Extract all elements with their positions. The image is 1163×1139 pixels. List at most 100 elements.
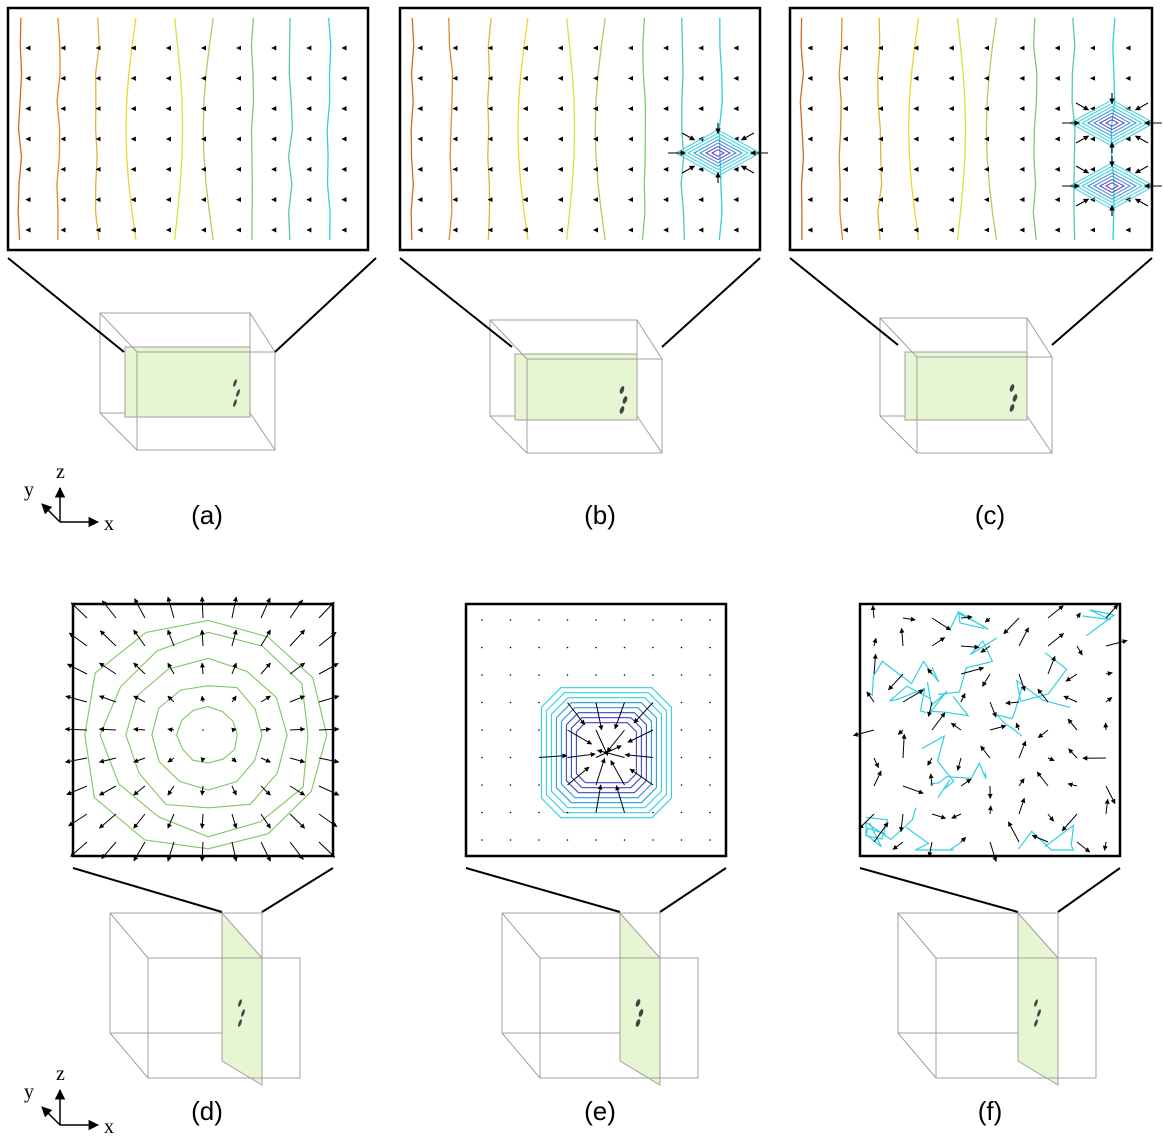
vector-arrow [1105,697,1113,703]
cube-edge [109,912,149,959]
vector-arrow [902,689,924,703]
vector-arrow [1047,605,1064,619]
vector-dot [538,811,540,814]
vector-dot [538,646,540,649]
slice-plane [124,346,251,418]
vector-arrow [927,841,933,858]
defect-mark [233,379,237,387]
sink-contour [686,135,750,171]
vector-arrow [64,757,88,764]
vector-arrow [1068,748,1078,759]
cube-edge [249,312,276,353]
sink-contour [1098,115,1126,131]
vector-arrow [980,645,991,653]
contour-line [173,17,184,241]
vector-arrow [1105,671,1113,677]
vector-arrow [960,692,966,703]
vector-arrow [1134,102,1149,111]
field-view [799,17,1162,241]
vector-arrow [567,752,596,758]
vector-dot [538,729,540,731]
vector-dot [709,729,711,731]
vector-arrow [858,813,875,830]
cube-edge [501,1032,541,1079]
defect-mark [635,999,641,1007]
vector-arrow [68,813,88,827]
vector-arrow [1105,639,1128,647]
cube-edge [501,912,541,959]
vector-dot [680,701,683,704]
vector-arrow [289,813,306,829]
vector-arrow [318,785,340,796]
vector-arrow [982,673,991,687]
sink-contour [555,702,657,804]
cube-edge [489,319,528,360]
vector-dot [709,674,711,676]
slice-plane [221,911,263,1086]
zoom-line-left [465,867,621,913]
vector-arrow [133,662,146,675]
vector-dot [709,784,711,786]
vector-arrow [231,785,237,796]
vector-arrow [231,695,237,703]
contour-line [176,706,238,764]
vector-arrow [931,637,946,647]
defect-mark [1034,1019,1038,1027]
contour-line [1032,17,1038,241]
sink-contour [710,149,726,157]
sink-contour [1080,105,1144,141]
vector-dot [595,674,597,676]
vector-arrow [1103,722,1109,731]
inset-frame [858,602,1122,858]
vector-arrow [133,695,146,703]
vector-arrow [901,733,907,759]
caption-d: (d) [191,1096,223,1126]
vector-arrow [610,760,625,786]
vector-dot [623,619,626,621]
vector-dot [652,674,654,676]
vector-dot [481,756,483,759]
field-view [481,619,711,841]
contour-line [1082,609,1116,637]
zoom-line-right [261,867,334,913]
vector-arrow [200,757,206,763]
vector-arrow [167,727,175,733]
panel-a [6,6,377,451]
vector-arrow [873,770,882,787]
contour-line [799,17,805,240]
vector-arrow [199,629,205,647]
axis-triad-bottom: z y x [24,1063,114,1138]
sink-contour [545,692,667,814]
vector-arrow [595,757,606,786]
vector-arrow [629,768,654,786]
vector-arrow [167,757,175,763]
vector-arrow [231,662,237,675]
vector-dot [680,756,683,759]
vector-arrow [318,757,340,764]
vector-arrow [873,822,889,843]
vector-arrow [1047,756,1055,762]
vector-arrow [960,837,967,843]
vector-dot [709,619,711,621]
inset-frame [464,602,728,858]
vector-dot [680,674,683,676]
contour-line [680,17,686,241]
defect-mark [238,1019,242,1027]
cube-edge [897,1032,937,1079]
vector-arrow [989,724,1007,731]
vector-arrow [199,596,205,619]
defect-mark [236,389,240,397]
vector-dot [652,619,654,621]
vector-dot [509,811,512,814]
vector-arrow [318,662,339,675]
contour-line [517,17,529,241]
field-view [852,604,1128,863]
vector-arrow [1075,102,1090,111]
vector-dot [623,674,626,676]
field-view [17,17,347,241]
vector-arrow [260,629,271,647]
vector-arrow [318,726,340,732]
vector-dot [481,674,483,676]
vector-arrow [1018,797,1026,815]
cube-front-face [539,957,699,1079]
